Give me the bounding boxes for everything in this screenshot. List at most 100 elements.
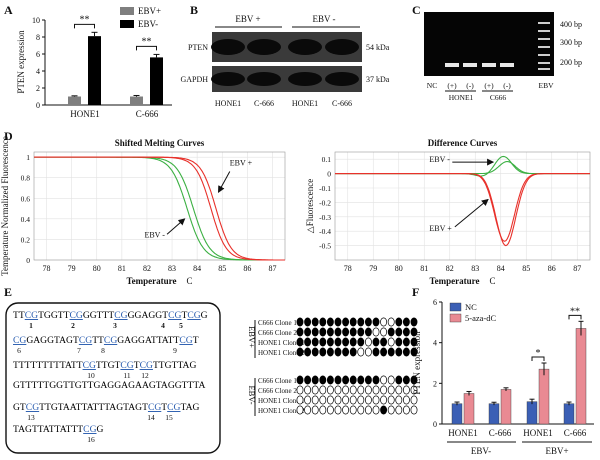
legend-swatch-NC (449, 302, 462, 312)
cpg-site-number: 4 (161, 321, 165, 330)
methylated-cpg (326, 337, 334, 347)
unmethylated-cpg (380, 385, 388, 395)
legend-swatch-EBV+ (120, 7, 134, 15)
methylated-cpg (296, 317, 304, 327)
methylated-cpg (319, 337, 327, 347)
diff-curve-ebv-pos-2 (335, 173, 590, 242)
x-tick-label: 84 (497, 264, 505, 273)
unmethylated-cpg (342, 395, 350, 405)
x-tick-label: 78 (344, 264, 352, 273)
x-category-label: C-666 (136, 109, 159, 119)
methylated-cpg (319, 375, 327, 385)
ladder-band (538, 54, 550, 56)
methylated-cpg (349, 375, 357, 385)
methylated-cpg (334, 337, 342, 347)
annotation-ebv-neg: EBV - (144, 230, 165, 239)
x-tick-label: 82 (446, 264, 454, 273)
cpg-site-number: 10 (87, 371, 95, 380)
panel-label-d: D (4, 129, 13, 143)
cpg-site: CG (148, 402, 161, 413)
unmethylated-cpg (372, 385, 380, 395)
cpg-site: CG (104, 335, 117, 346)
x-tick-label: 85 (522, 264, 530, 273)
sequence-segment: TTTTTTTTTATT (13, 360, 83, 371)
unmethylated-cpg (319, 385, 327, 395)
unmethylated-cpg (387, 395, 395, 405)
y-tick-label: 6 (433, 298, 437, 307)
sequence-segment: GTTTTTGGTTGTTGAGGAGAAGTAGGTTTA (13, 380, 205, 391)
methylated-cpg (410, 327, 418, 337)
panel-label-e: E (4, 285, 12, 299)
methylated-cpg (342, 347, 350, 357)
methylated-cpg (357, 337, 365, 347)
cpg-site: CG (25, 310, 38, 321)
significance-bracket (568, 314, 582, 320)
unmethylated-cpg (342, 385, 350, 395)
x-category-label: C-666 (489, 428, 512, 438)
methylated-cpg (319, 347, 327, 357)
x-tick-label: 78 (43, 264, 51, 273)
clone-label: HONE1 Clone 1 (258, 339, 305, 347)
unmethylated-cpg (326, 395, 334, 405)
unmethylated-cpg (387, 385, 395, 395)
blot-band (325, 39, 359, 55)
cpg-site-number: 8 (101, 346, 105, 355)
methylated-cpg (395, 375, 403, 385)
methylated-cpg (402, 375, 410, 385)
cpg-site-number: 2 (71, 321, 75, 330)
methylated-cpg (334, 375, 342, 385)
unmethylated-cpg (326, 385, 334, 395)
sequence-line: TAGTTATTATTTCGG (13, 424, 104, 435)
unmethylated-cpg (319, 405, 327, 415)
cpg-site-number: 3 (113, 321, 117, 330)
methylated-cpg (372, 317, 380, 327)
methylated-cpg (402, 347, 410, 357)
blot-band (211, 72, 245, 86)
methylated-cpg (380, 405, 388, 415)
unmethylated-cpg (387, 405, 395, 415)
unmethylated-cpg (380, 327, 388, 337)
y-tick-label: 4 (36, 67, 40, 76)
chart-title: Difference Curves (428, 138, 498, 148)
methylated-cpg (387, 327, 395, 337)
panel-label-a: A (4, 3, 13, 17)
clone-label: HONE1 Clone 2 (258, 349, 305, 357)
unmethylated-cpg (357, 385, 365, 395)
methylated-cpg (364, 317, 372, 327)
marker-label: 200 bp (560, 58, 582, 67)
y-tick-label: 0.4 (21, 215, 31, 224)
unmethylated-cpg (296, 385, 304, 395)
y-tick-label: 0.2 (21, 235, 31, 244)
methylated-cpg (357, 375, 365, 385)
group-header-ebv-pos: EBV + (235, 14, 260, 24)
cpg-site-number: 16 (87, 435, 95, 444)
unmethylated-cpg (349, 395, 357, 405)
x-tick-label: 81 (420, 264, 428, 273)
cpg-site: CG (167, 402, 180, 413)
melt-curve-ebv-pos-1 (34, 156, 285, 261)
sequence-segment: TTGTAATTATTTAGTAGT (39, 402, 148, 413)
unmethylated-cpg (372, 395, 380, 405)
ladder-band (538, 62, 550, 64)
x-tick-label: 84 (193, 264, 201, 273)
lane-label: HONE1 (215, 99, 241, 108)
panel-f: 0 2 4 6 PTEN expression HONE1 C-666 HONE1 * C-666… (412, 298, 594, 456)
unmethylated-cpg (372, 327, 380, 337)
sequence-line: CGGAGGTAGTCGTTCGGAGGATTATTCGT (13, 335, 199, 346)
y-tick-label: -0.1 (319, 184, 331, 193)
marker-label: 400 bp (560, 20, 582, 29)
cpg-site-number: 5 (179, 321, 183, 330)
sequence-segment: GGTTT (83, 310, 115, 321)
plot-frame (334, 151, 591, 261)
ladder-band (538, 30, 550, 32)
x-axis-label: Temperature (127, 276, 177, 286)
x-tick-label: 86 (243, 264, 251, 273)
cpg-site: CG (83, 360, 96, 371)
sequence-segment: GAGGATTATT (117, 335, 179, 346)
unmethylated-cpg (364, 347, 372, 357)
unmethylated-cpg (311, 395, 319, 405)
sequence-segment: GGAGGT (128, 310, 169, 321)
unmethylated-cpg (364, 395, 372, 405)
legend-swatch-5-aza-dC (449, 313, 462, 323)
annotation-ebv-pos: EBV + (230, 158, 253, 167)
